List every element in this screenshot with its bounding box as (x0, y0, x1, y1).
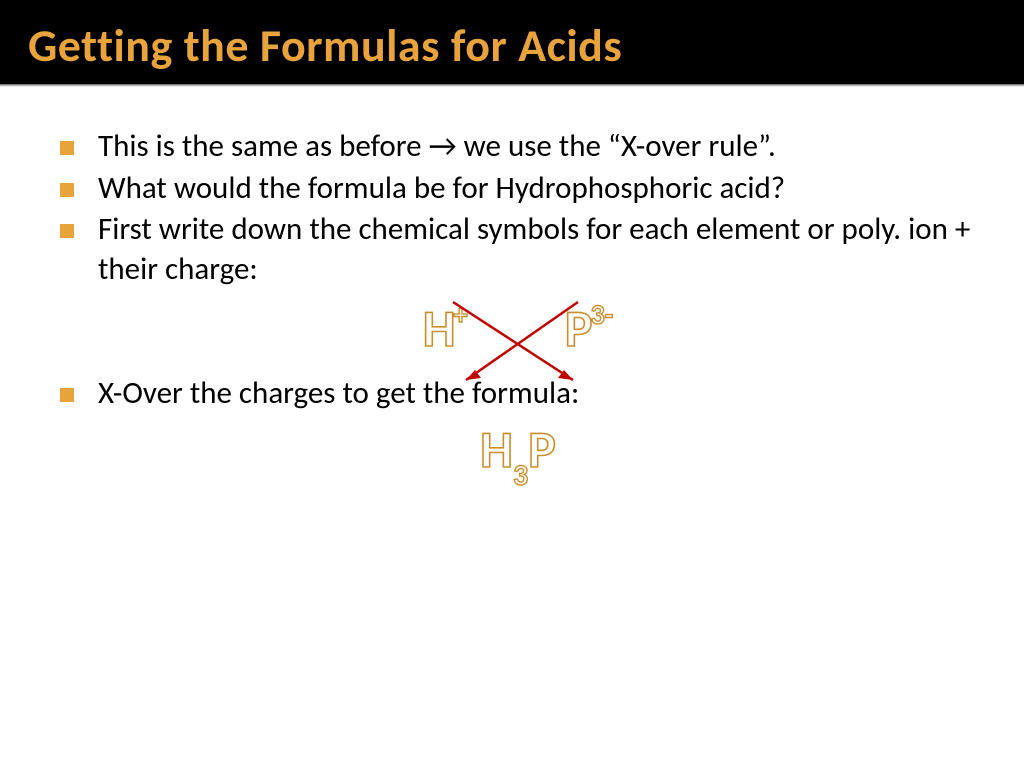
bullet-text: X-Over the charges to get the formula: (98, 374, 579, 414)
bullet-item: First write down the chemical symbols fo… (60, 210, 976, 289)
bullet-marker-icon (60, 141, 74, 155)
result-symbol: P (528, 417, 556, 481)
ion-right-symbol: P (565, 296, 593, 360)
bullet-item: X-Over the charges to get the formula: (60, 374, 976, 414)
result-symbol: H (480, 417, 513, 481)
slide-header: Getting the Formulas for Acids (0, 0, 1024, 84)
bullet-marker-icon (60, 183, 74, 197)
result-formula-row: H3P (60, 417, 976, 494)
bullet-item: This is the same as before → we use the … (60, 127, 976, 167)
ion-left-charge: + (454, 297, 468, 332)
bullet-item: What would the formula be for Hydrophosp… (60, 169, 976, 209)
ion-right-charge: 3- (590, 297, 613, 332)
bullet-text: This is the same as before → we use the … (98, 127, 776, 167)
slide-content: This is the same as before → we use the … (0, 87, 1024, 494)
bullet-text: What would the formula be for Hydrophosp… (98, 169, 785, 209)
bullet-marker-icon (60, 224, 74, 238)
ion-left-symbol: H (423, 296, 456, 360)
bullet-text: First write down the chemical symbols fo… (98, 210, 976, 289)
slide-title: Getting the Formulas for Acids (28, 18, 996, 74)
bullet-marker-icon (60, 388, 74, 402)
result-subscript: 3 (513, 457, 528, 494)
ion-formula-row: H+ P3- (60, 296, 976, 360)
